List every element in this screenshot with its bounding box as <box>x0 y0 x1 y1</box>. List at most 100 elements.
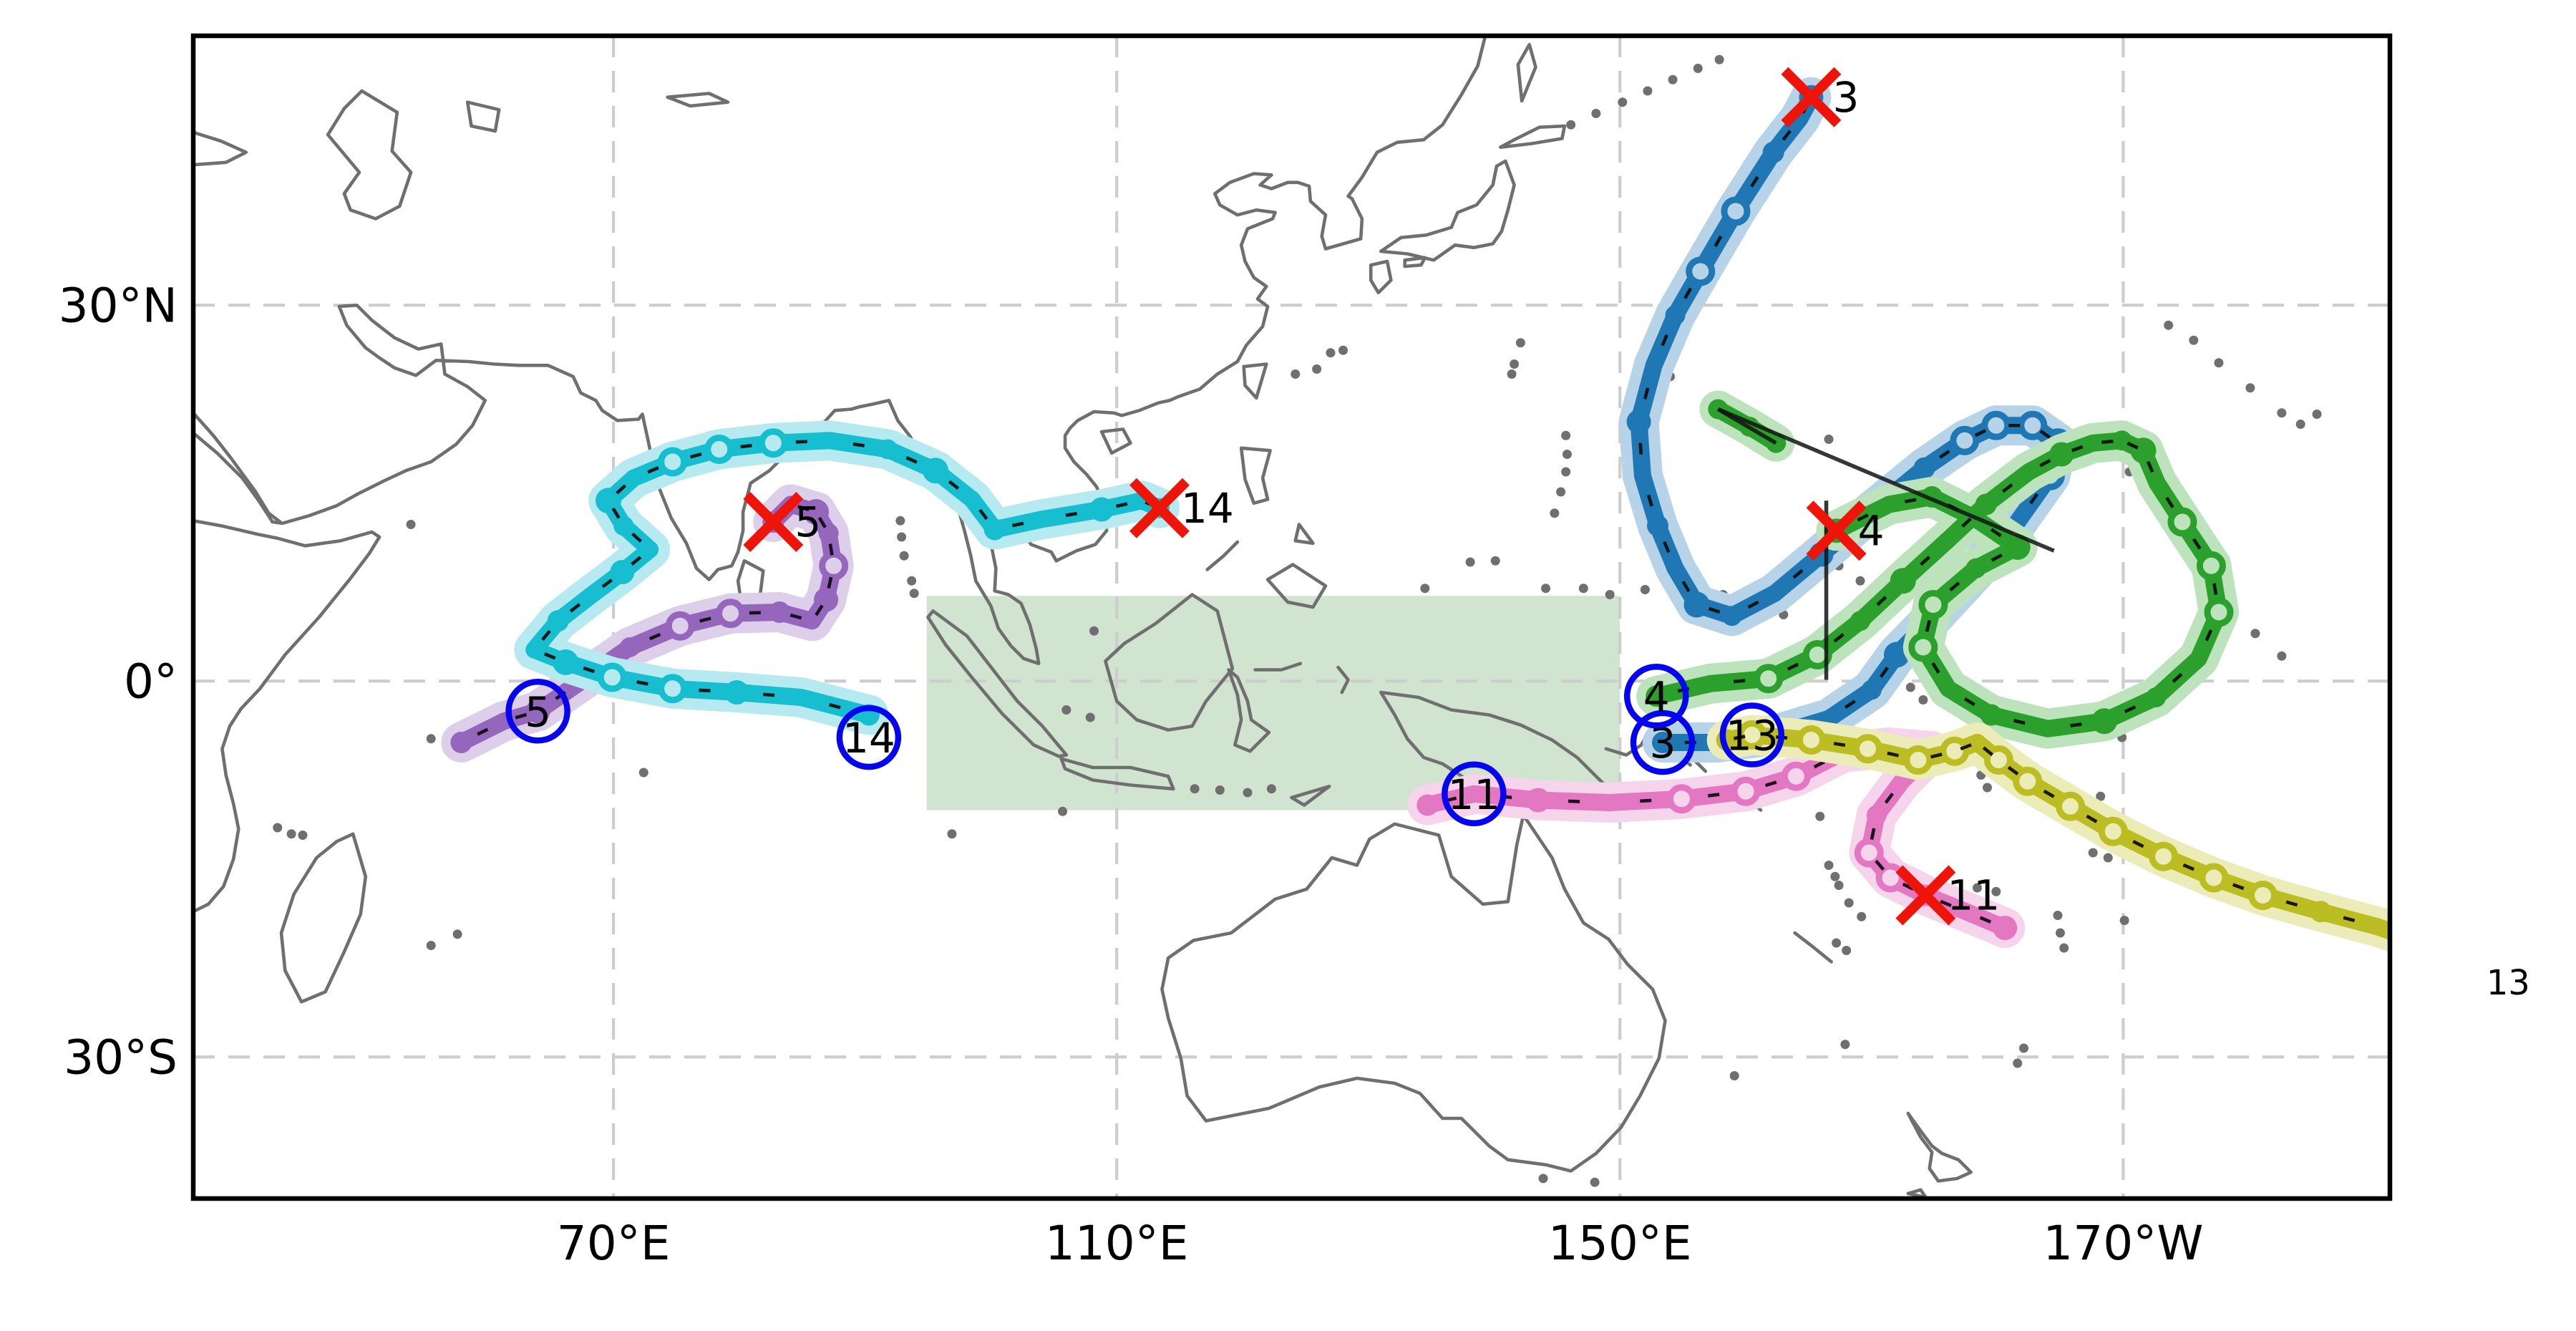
track-4-point-marker <box>1850 611 1870 631</box>
track-5-point-marker <box>803 499 830 525</box>
island-dot <box>2312 410 2322 419</box>
island-dot <box>1562 450 1572 459</box>
track-3-obs-tick <box>1974 429 1987 437</box>
map-frame-layer <box>190 33 2393 1201</box>
island-dot <box>1538 1173 1548 1184</box>
end-x-marker-5 <box>743 492 804 552</box>
track-14-obs-tick <box>544 652 556 660</box>
coastline-path <box>1379 159 1516 262</box>
island-dot <box>1089 626 1099 636</box>
track-3-ring-marker <box>1686 256 1716 286</box>
gridline-layer <box>193 36 2390 1199</box>
track-13-obs-tick <box>2086 814 2098 823</box>
track-13 <box>1706 715 2390 952</box>
track-13-obs-tick <box>1887 751 1900 758</box>
track-14-point-marker <box>625 469 643 487</box>
island-dot <box>1991 886 2001 896</box>
xtick-label-110°E: 110°E <box>1045 1216 1189 1271</box>
track-14-point-marker <box>983 518 1006 541</box>
coastline-path <box>326 89 413 221</box>
track-4-point-marker <box>1890 568 1916 594</box>
island-dot <box>1714 54 1724 64</box>
track-13-obs-tick <box>1833 742 1846 747</box>
track-4-point-marker <box>1980 704 2002 726</box>
track-3-obs-tick <box>1747 600 1759 609</box>
track-4-ring-marker <box>2196 551 2226 581</box>
track-11-point-marker <box>1526 788 1551 813</box>
track-4-point-marker <box>2191 651 2206 666</box>
island-dot <box>1918 695 1928 705</box>
track-4-point-marker <box>1940 680 1957 697</box>
track-4-point-marker <box>1646 685 1668 707</box>
coastline-path <box>1099 427 1132 455</box>
track-11-obs-tick <box>1902 882 1914 891</box>
track-4-obs-tick <box>2070 722 2082 727</box>
track-14-obs-tick <box>852 442 865 447</box>
track-4-obs-tick <box>2146 460 2154 473</box>
track-14-ring-marker <box>597 662 627 692</box>
track-4-obs-tick <box>2101 440 2114 444</box>
coastline-path <box>1403 256 1427 268</box>
track-3-obs-tick <box>1663 541 1671 553</box>
track-5-point-marker <box>769 601 791 623</box>
track-14-obs-tick <box>978 508 988 521</box>
track-3-obs-tick <box>1661 334 1668 347</box>
track-5-obs-tick <box>699 616 711 623</box>
track-4-ring-marker <box>2167 507 2197 537</box>
track-4-obs-tick <box>1963 697 1975 707</box>
track-4-obs-tick <box>1961 517 1972 528</box>
track-13-obs-tick <box>2343 916 2356 923</box>
track-3-ring-marker <box>2018 410 2048 440</box>
track-3-point-marker <box>1762 141 1784 163</box>
island-dot <box>1840 1040 1850 1050</box>
island-dot <box>406 520 416 529</box>
coastline-path <box>1336 665 1350 694</box>
track-13-ring-marker <box>2013 766 2043 796</box>
genesis-circle-5 <box>505 679 570 744</box>
island-dot <box>2096 791 2106 801</box>
island-dot <box>899 551 909 561</box>
genesis-label-14: 14 <box>842 714 895 763</box>
island-dot <box>426 941 436 950</box>
island-dot <box>1591 109 1601 118</box>
coastline-path <box>1290 785 1331 807</box>
coastline-path <box>926 609 1069 758</box>
track-13-obs-tick <box>2043 789 2055 798</box>
island-dot <box>1190 784 1200 794</box>
track-13-obs-tick <box>1733 735 1746 740</box>
island-dot <box>1326 348 1336 358</box>
map-frame <box>190 33 2393 1201</box>
island-dot <box>2119 916 2129 925</box>
track-11-obs-tick <box>1870 828 1876 841</box>
track-14-ring-marker <box>704 435 734 464</box>
track-14-ring-marker <box>658 674 688 704</box>
coastline-path <box>1104 593 1235 732</box>
track-3-point-marker <box>1666 559 1684 577</box>
island-dot <box>452 929 462 939</box>
track-14-obs-tick <box>601 579 613 589</box>
track-5-obs-tick <box>828 543 834 556</box>
maritime-continent-region-box <box>926 596 1620 810</box>
track-13-point-marker <box>1968 734 1986 751</box>
track-4-ring-marker <box>1802 640 1832 669</box>
track-3-point-marker <box>1665 305 1686 326</box>
track-11-obs-tick <box>1764 780 1777 788</box>
track-14 <box>514 420 1180 735</box>
track-14-obs-tick <box>583 666 596 674</box>
genesis-label-11: 11 <box>1447 770 1500 819</box>
track-4-point-marker <box>2146 687 2167 707</box>
track-3-point-marker <box>1626 410 1651 434</box>
island-dot <box>1832 938 1842 948</box>
track-13-ring-marker <box>1796 725 1826 755</box>
island-dot <box>1578 584 1588 594</box>
track-4 <box>1636 420 2239 749</box>
track-4-point-marker <box>2021 464 2037 480</box>
coastline-path <box>1906 1111 1973 1183</box>
track-5-point-marker <box>450 732 472 753</box>
track-3-point-marker <box>1861 679 1882 700</box>
coastline-path <box>1205 540 1240 571</box>
track-14-point-marker <box>1033 511 1049 528</box>
island-dot <box>1507 369 1517 379</box>
